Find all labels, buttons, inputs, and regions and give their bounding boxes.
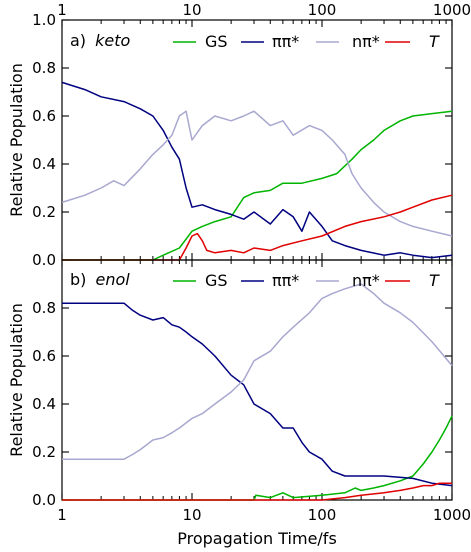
y-tick-label: 0.8 (32, 299, 56, 317)
series-line-gs (62, 415, 453, 501)
panel-title: a) keto (70, 31, 131, 50)
series-line-gs (62, 110, 453, 261)
series-line-pp (62, 302, 453, 487)
legend-label-gs: GS (205, 271, 228, 290)
panel-enol: 1 10 100 1000 0.0 0.2 0.4 0.6 0.8 b) enol GS ππ*… (7, 259, 471, 524)
x-tick-label: 100 (308, 1, 337, 19)
legend-label-t: T (429, 271, 440, 290)
x-tick-label: 100 (308, 506, 337, 524)
y-tick-label: 0.6 (32, 347, 56, 365)
x-tick-label: 1 (57, 506, 67, 524)
series-line-t (62, 194, 453, 261)
x-axis-label: Propagation Time/fs (177, 529, 337, 548)
y-tick-label: 0.0 (32, 491, 56, 509)
series-lines (62, 283, 453, 501)
series-line-pp (61, 81, 453, 259)
y-tick-label: 0.4 (32, 155, 56, 173)
y-tick-label: 0.0 (32, 251, 56, 269)
legend-label-t: T (429, 32, 440, 51)
legend: GS ππ* nπ* T (173, 271, 440, 290)
legend-label-gs: GS (205, 32, 228, 51)
y-tick-label: 0.2 (32, 203, 56, 221)
plot-frame (61, 19, 453, 261)
plot-frame (61, 259, 453, 501)
y-tick-label: 0.6 (32, 107, 56, 125)
tick-labels: 1 10 100 1000 0.0 0.2 0.4 0.6 0.8 1.0 (32, 1, 471, 269)
legend: GS ππ* nπ* T (173, 32, 440, 51)
x-tick-label: 1 (57, 1, 67, 19)
series-lines (61, 81, 453, 261)
axis-ticks (61, 260, 453, 501)
legend-label-np: nπ* (352, 32, 380, 51)
y-tick-label: 1.0 (32, 11, 56, 29)
x-tick-label: 1000 (433, 506, 471, 524)
legend-label-np: nπ* (352, 271, 380, 290)
panel-keto: 1 10 100 1000 0.0 0.2 0.4 0.6 0.8 1.0 a) keto GS … (7, 1, 471, 269)
x-tick-label: 10 (182, 506, 201, 524)
panel-title: b) enol (70, 270, 130, 289)
y-tick-label: 0.8 (32, 59, 56, 77)
y-axis-label: Relative Population (7, 63, 26, 217)
x-tick-label: 1000 (433, 1, 471, 19)
series-line-np (62, 283, 453, 460)
legend-label-pp: ππ* (272, 271, 299, 290)
series-line-t (62, 482, 452, 501)
series-line-np (61, 110, 453, 237)
axis-ticks (61, 19, 453, 261)
y-tick-label: 0.4 (32, 395, 56, 413)
y-axis-label: Relative Population (7, 303, 26, 457)
x-tick-label: 10 (182, 1, 201, 19)
tick-labels: 1 10 100 1000 0.0 0.2 0.4 0.6 0.8 (32, 299, 471, 524)
y-tick-label: 0.2 (32, 443, 56, 461)
legend-label-pp: ππ* (272, 32, 299, 51)
